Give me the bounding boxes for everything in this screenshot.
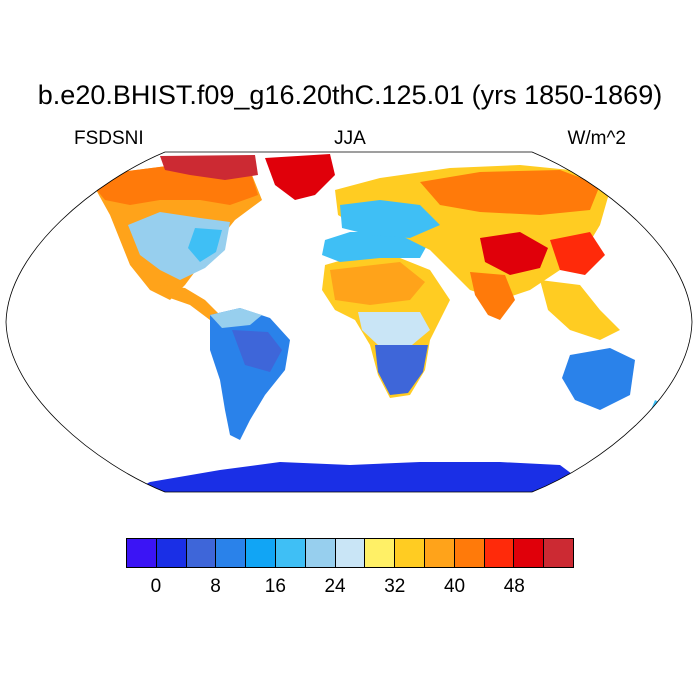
australia-region (562, 348, 635, 410)
colorbar-cell (246, 539, 276, 567)
colorbar-cell (305, 539, 336, 567)
colorbar-cell (186, 539, 217, 567)
southeast-asia-region (540, 280, 620, 340)
land-field (95, 154, 665, 492)
colorbar (126, 538, 574, 568)
variable-label: FSDSNI (74, 128, 144, 149)
colorbar-tick-label: 8 (210, 576, 221, 597)
greenland-region (265, 154, 335, 200)
colorbar-tick-label: 40 (443, 576, 466, 597)
colorbar-cell (127, 539, 157, 567)
central-america-region (160, 285, 220, 320)
india-region (470, 272, 515, 320)
colorbar-cell (395, 539, 425, 567)
colorbar-tick-label: 24 (324, 576, 346, 597)
colorbar-cell (216, 539, 247, 567)
colorbar-tick-label: 32 (384, 576, 406, 597)
season-label: JJA (334, 128, 366, 149)
central-africa-region (358, 312, 430, 345)
colorbar-tick-label: 48 (503, 576, 525, 597)
colorbar-cell (484, 539, 515, 567)
siberia-region (420, 170, 600, 215)
mediterranean-band (322, 232, 430, 262)
east-asia-region (550, 232, 605, 275)
colorbar-cell (335, 539, 366, 567)
colorbar-cell (275, 539, 306, 567)
colorbar-tick-label: 16 (264, 576, 286, 597)
tibet-region (480, 232, 548, 275)
colorbar-cell (544, 539, 573, 567)
new-zealand-region (650, 400, 665, 418)
antarctica-region (130, 462, 580, 492)
colorbar-cell (424, 539, 455, 567)
arctic-canada-region (160, 155, 258, 180)
plot-title: b.e20.BHIST.f09_g16.20thC.125.01 (yrs 18… (37, 80, 663, 110)
colorbar-cell (156, 539, 187, 567)
colorbar-tick-label: 0 (150, 576, 162, 597)
sahara-region (330, 262, 425, 305)
map-outline (5, 151, 693, 493)
units-label: W/m^2 (567, 128, 626, 149)
colorbar-cell (365, 539, 396, 567)
southern-africa-region (375, 345, 428, 395)
amazon-region (232, 330, 282, 372)
europe-region (340, 200, 440, 238)
colorbar-cell (514, 539, 545, 567)
colorbar-cell (454, 539, 485, 567)
usa-east-region (188, 228, 222, 262)
north-south-america-region (210, 308, 262, 328)
